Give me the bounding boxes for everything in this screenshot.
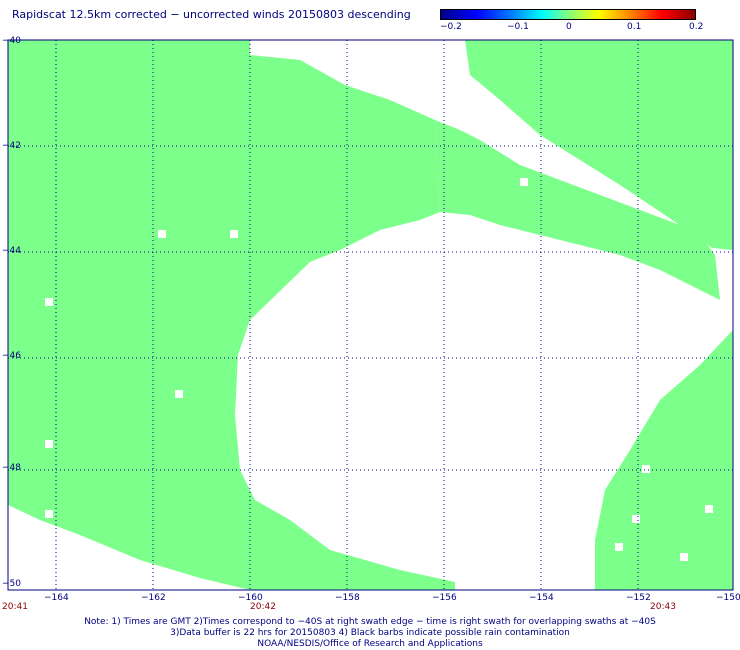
chart-title: Rapidscat 12.5km corrected − uncorrected…	[12, 8, 411, 21]
lon-label: −152	[626, 593, 651, 603]
rain-flag-speck	[705, 505, 713, 513]
colorbar-label: −0.2	[440, 22, 462, 32]
swath-region-upper-right	[465, 40, 733, 250]
lat-label: −44	[2, 246, 21, 256]
swath-region-lower-right	[595, 330, 733, 590]
rain-flag-speck	[680, 553, 688, 561]
lon-label: −162	[141, 593, 166, 603]
map-frame	[7, 39, 734, 591]
rain-flag-speck	[158, 230, 166, 238]
lon-label: −158	[335, 593, 360, 603]
footnote-line: Note: 1) Times are GMT 2)Times correspon…	[84, 617, 656, 627]
swath-region-left	[8, 40, 455, 590]
rain-flag-speck	[615, 543, 623, 551]
lon-label: −150	[716, 593, 740, 603]
rain-flag-speck	[175, 390, 183, 398]
swath-region-band	[435, 120, 720, 300]
swath-time-label: 20:43	[650, 602, 676, 612]
colorbar-label: 0	[566, 22, 572, 32]
footnote-line: 3)Data buffer is 22 hrs for 20150803 4) …	[170, 628, 570, 638]
lon-label: −156	[432, 593, 457, 603]
rain-flag-speck	[632, 515, 640, 523]
lon-label: −154	[529, 593, 554, 603]
lon-label: −160	[238, 593, 263, 603]
footnote-line: NOAA/NESDIS/Office of Research and Appli…	[257, 639, 483, 649]
colorbar-label: −0.1	[507, 22, 529, 32]
lat-label: −48	[2, 463, 21, 473]
colorbar	[440, 9, 696, 20]
lat-label: −40	[2, 36, 21, 46]
lat-label: −50	[2, 579, 21, 589]
colorbar-label: 0.2	[689, 22, 704, 32]
lon-label: −164	[44, 593, 69, 603]
rain-flag-speck	[642, 465, 650, 473]
rain-flag-speck	[520, 178, 528, 186]
rain-flag-speck	[45, 510, 53, 518]
colorbar-label: 0.1	[627, 22, 642, 32]
swath-time-label: 20:41	[2, 602, 28, 612]
rain-flag-speck	[45, 298, 53, 306]
lat-label: −46	[2, 351, 21, 361]
rain-flag-speck	[45, 440, 53, 448]
rain-flag-speck	[230, 230, 238, 238]
swath-time-label: 20:42	[250, 602, 276, 612]
lat-label: −42	[2, 141, 21, 151]
